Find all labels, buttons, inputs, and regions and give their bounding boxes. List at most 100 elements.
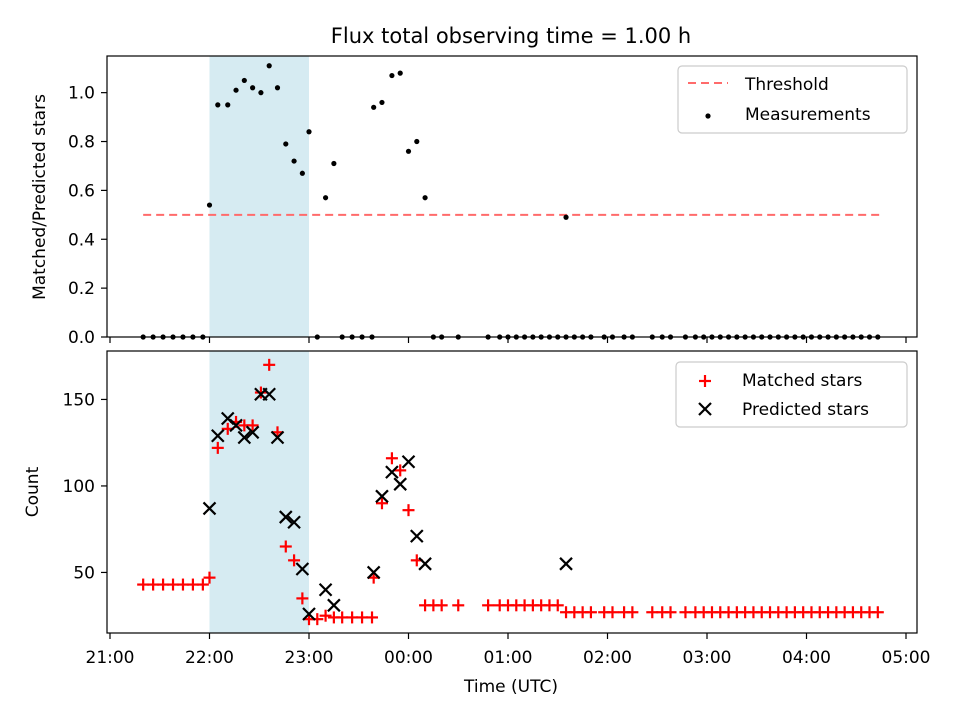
measurement-point: [299, 170, 305, 176]
measurement-point: [389, 72, 395, 79]
predicted-star-marker: [393, 477, 407, 491]
y-tick-label: 0.4: [68, 230, 95, 250]
y-tick-label: 1.0: [68, 84, 95, 104]
predicted-star-marker: [410, 529, 424, 543]
legend-frame-top: [677, 65, 908, 134]
matched-star-marker: [435, 599, 448, 612]
predicted-star-marker: [229, 418, 243, 433]
predicted-stars-markers: [202, 387, 573, 621]
x-tick-label: 23:00: [285, 648, 334, 668]
matched-star-marker: [319, 609, 332, 622]
measurement-point: [233, 87, 239, 93]
matched-star-marker: [452, 599, 465, 612]
measurement-point: [405, 148, 412, 154]
x-tick-label: 05:00: [882, 648, 931, 668]
x-axis-label: Time (UTC): [463, 677, 558, 697]
x-tick-label: 02:00: [583, 648, 632, 668]
predicted-star-marker: [279, 510, 293, 524]
matched-star-marker: [263, 358, 276, 371]
predicted-star-marker: [270, 430, 285, 445]
legend-measurement-label: Measurements: [745, 105, 871, 125]
matched-star-marker: [584, 606, 597, 619]
matched-star-marker: [375, 497, 388, 510]
x-axis-ticks-bottom: 21:00 22:00 23:00 00:00 01:00 02:00 03:00 04:00…: [86, 633, 931, 668]
legend-matched-swatch: [699, 375, 711, 387]
predicted-star-marker: [295, 562, 310, 576]
matched-star-marker: [203, 571, 216, 584]
legend-top: Threshold Measurements: [677, 65, 908, 134]
predicted-star-marker: [418, 557, 432, 571]
matched-star-marker: [402, 504, 415, 517]
y-tick-label: 100: [63, 477, 95, 497]
predicted-star-marker: [245, 425, 260, 440]
measurement-point: [371, 104, 377, 110]
matched-star-marker: [551, 599, 564, 612]
predicted-star-marker: [262, 387, 276, 402]
plot-frame-top: [106, 55, 918, 338]
predicted-star-marker: [302, 607, 316, 621]
matched-ratio-panel: 0.0 0.2 0.4 0.6 0.8 1.0 Matched/Predicted sta…: [30, 55, 918, 348]
matched-star-marker: [606, 606, 619, 619]
predicted-star-marker: [202, 501, 217, 516]
measurement-point: [379, 99, 385, 106]
matched-star-marker: [626, 606, 639, 619]
measurement-point: [422, 195, 428, 201]
measurement-point: [274, 85, 281, 91]
matched-star-marker: [871, 606, 884, 619]
x-axis-ticks-top: [109, 337, 907, 343]
predicted-star-marker: [287, 515, 301, 530]
measurement-point: [322, 195, 329, 201]
counts-panel: 50 100 150 21:00 22:00 23:00 00:00 01:00 02:00 0…: [23, 350, 931, 697]
legend-threshold-label: Threshold: [744, 75, 829, 95]
x-tick-label: 00:00: [384, 648, 433, 668]
matched-star-marker: [288, 554, 301, 567]
matched-star-marker: [254, 386, 267, 399]
measurement-point: [563, 214, 569, 220]
measurement-point: [283, 141, 289, 147]
legend-frame-bottom: [675, 361, 908, 428]
y-tick-label: 0.6: [68, 181, 95, 201]
matched-star-marker: [296, 592, 309, 605]
matched-star-marker: [664, 606, 677, 619]
y-tick-label: 0.2: [68, 279, 95, 299]
y-tick-label: 50: [73, 563, 95, 583]
predicted-star-marker: [401, 454, 416, 469]
predicted-star-marker: [366, 565, 381, 580]
legend-measurement-swatch: [705, 113, 711, 119]
y-axis-label-bottom: Count: [23, 466, 43, 517]
legend-predicted-label: Predicted stars: [742, 400, 869, 420]
y-axis-label-top: Matched/Predicted stars: [30, 94, 50, 300]
measurement-point: [397, 70, 403, 76]
x-tick-label: 21:00: [86, 648, 135, 668]
predicted-star-marker: [211, 428, 225, 443]
matched-star-marker: [246, 419, 259, 432]
measurement-point: [241, 77, 247, 84]
matched-star-marker: [279, 540, 292, 553]
predicted-star-marker: [559, 557, 573, 571]
figure-title: Flux total observing time = 1.00 h: [331, 24, 691, 48]
y-axis-ticks-bottom: 50 100 150: [63, 390, 107, 583]
highlight-band-top: [209, 56, 309, 337]
measurement-point: [206, 202, 213, 208]
legend-matched-label: Matched stars: [742, 371, 862, 391]
matched-star-marker: [196, 578, 209, 591]
predicted-star-marker: [237, 430, 252, 445]
matched-star-marker: [394, 464, 407, 477]
y-axis-ticks-top: 0.0 0.2 0.4 0.6 0.8 1.0: [68, 84, 107, 348]
predicted-star-marker: [375, 489, 389, 504]
predicted-star-marker: [318, 582, 333, 597]
measurement-point: [250, 85, 256, 91]
y-tick-label: 150: [63, 390, 95, 410]
measurement-point: [414, 138, 420, 145]
x-tick-label: 22:00: [185, 648, 234, 668]
matched-star-marker: [211, 441, 224, 454]
highlight-band-bottom: [209, 351, 309, 633]
legend-predicted-swatch: [698, 402, 712, 416]
predicted-star-marker: [327, 598, 341, 613]
measurement-point: [225, 102, 231, 108]
matched-star-marker: [385, 452, 398, 465]
matched-star-marker: [482, 599, 495, 612]
measurement-points: [140, 63, 881, 340]
predicted-star-marker: [385, 465, 399, 479]
